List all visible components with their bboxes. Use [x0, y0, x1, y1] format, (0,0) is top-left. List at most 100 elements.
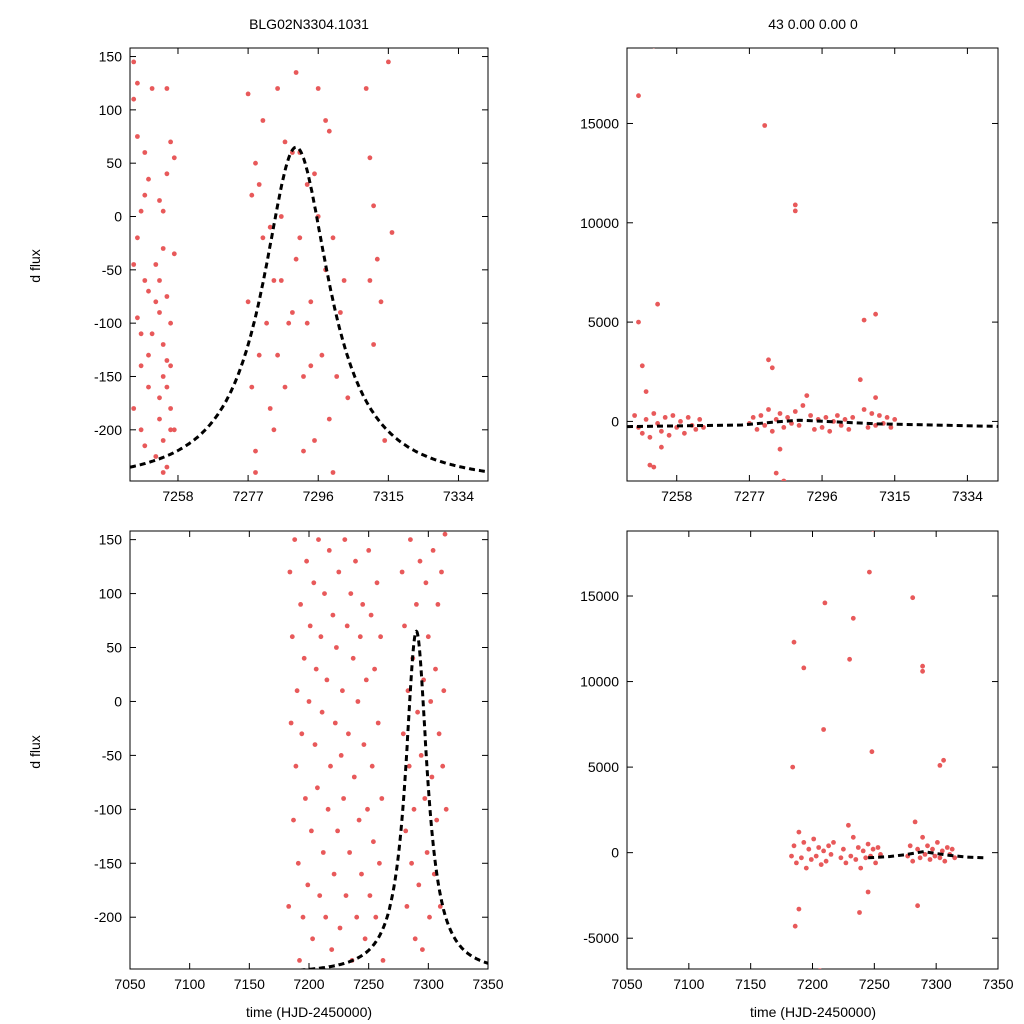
axes-frame — [626, 530, 999, 970]
data-point — [792, 202, 798, 208]
data-point — [160, 438, 166, 443]
data-point — [785, 415, 790, 420]
data-point — [131, 96, 137, 102]
x-tick-label: 7150 — [234, 976, 265, 992]
data-point — [149, 86, 155, 91]
data-point — [781, 425, 787, 430]
data-point — [750, 415, 756, 420]
data-point — [131, 59, 137, 65]
data-point — [338, 753, 344, 758]
y-tick-label: 5000 — [588, 759, 619, 775]
data-point — [319, 709, 325, 715]
data-point — [290, 150, 295, 155]
y-tick-label: -100 — [94, 801, 122, 817]
data-point — [378, 634, 383, 640]
data-point — [380, 958, 386, 963]
data-point — [371, 203, 376, 209]
data-point — [693, 427, 699, 432]
data-point — [289, 634, 295, 640]
data-point — [146, 176, 151, 182]
data-point — [350, 655, 356, 661]
data-point — [427, 914, 432, 920]
ylabel-top: d flux — [27, 249, 43, 282]
data-point — [301, 448, 306, 454]
data-point — [639, 430, 645, 436]
data-point — [662, 415, 668, 420]
y-tick-label: 150 — [99, 532, 123, 548]
data-point — [822, 600, 828, 606]
data-point — [769, 365, 775, 371]
data-point — [332, 720, 338, 726]
data-point — [334, 645, 339, 650]
data-point — [697, 417, 703, 422]
data-point — [304, 182, 310, 187]
data-point — [336, 569, 342, 575]
axes-frame — [626, 47, 999, 482]
x-tick-label: 7150 — [735, 976, 766, 992]
data-point — [828, 852, 834, 857]
data-point — [777, 446, 783, 452]
data-point — [651, 464, 657, 470]
data-point — [331, 871, 337, 877]
data-point — [436, 731, 442, 737]
data-point — [796, 423, 802, 428]
data-point — [821, 848, 826, 854]
data-point — [342, 537, 348, 542]
data-point — [312, 438, 317, 443]
data-point — [794, 860, 799, 866]
data-point — [307, 623, 313, 629]
data-point — [409, 860, 414, 866]
y-tick-label: -200 — [94, 909, 122, 925]
data-point — [678, 419, 683, 424]
data-point — [368, 612, 374, 618]
data-points — [789, 531, 958, 969]
data-point — [791, 843, 797, 849]
data-point — [286, 904, 292, 909]
data-point — [789, 853, 794, 859]
data-point — [326, 416, 332, 422]
data-point — [366, 548, 372, 553]
data-point — [142, 278, 148, 283]
data-point — [303, 796, 308, 801]
data-point — [153, 454, 159, 459]
x-tick-label: 7100 — [174, 976, 205, 992]
data-point — [443, 806, 449, 812]
data-point — [142, 150, 148, 155]
data-point — [865, 889, 871, 895]
data-point — [337, 925, 343, 931]
x-tick-label: 7200 — [293, 976, 324, 992]
data-point — [819, 425, 825, 430]
data-point — [414, 602, 419, 607]
x-tick-label: 7334 — [952, 488, 983, 504]
data-point — [157, 198, 162, 203]
data-point — [400, 731, 406, 737]
data-point — [374, 580, 380, 586]
data-point — [858, 865, 864, 871]
data-point — [341, 278, 347, 283]
data-point — [808, 857, 814, 862]
data-point — [402, 623, 407, 629]
data-point — [790, 764, 796, 770]
data-point — [347, 850, 352, 855]
data-point — [356, 817, 362, 823]
data-point — [777, 411, 783, 416]
data-point — [344, 623, 350, 629]
y-tick-label: 15000 — [580, 115, 619, 131]
data-point — [369, 763, 375, 769]
data-point — [319, 352, 325, 358]
data-point — [842, 417, 848, 422]
data-point — [942, 858, 948, 864]
data-point — [412, 936, 418, 942]
data-point — [310, 936, 315, 942]
data-point — [655, 421, 660, 426]
data-point — [892, 417, 898, 422]
x-tick-label: 7334 — [443, 488, 474, 504]
data-point — [168, 427, 174, 433]
model-curve — [627, 418, 998, 429]
data-point — [293, 256, 299, 262]
x-tick-label: 7250 — [353, 976, 384, 992]
data-point — [335, 828, 340, 834]
data-point — [253, 160, 258, 166]
data-point — [403, 828, 409, 834]
data-point — [300, 914, 306, 920]
